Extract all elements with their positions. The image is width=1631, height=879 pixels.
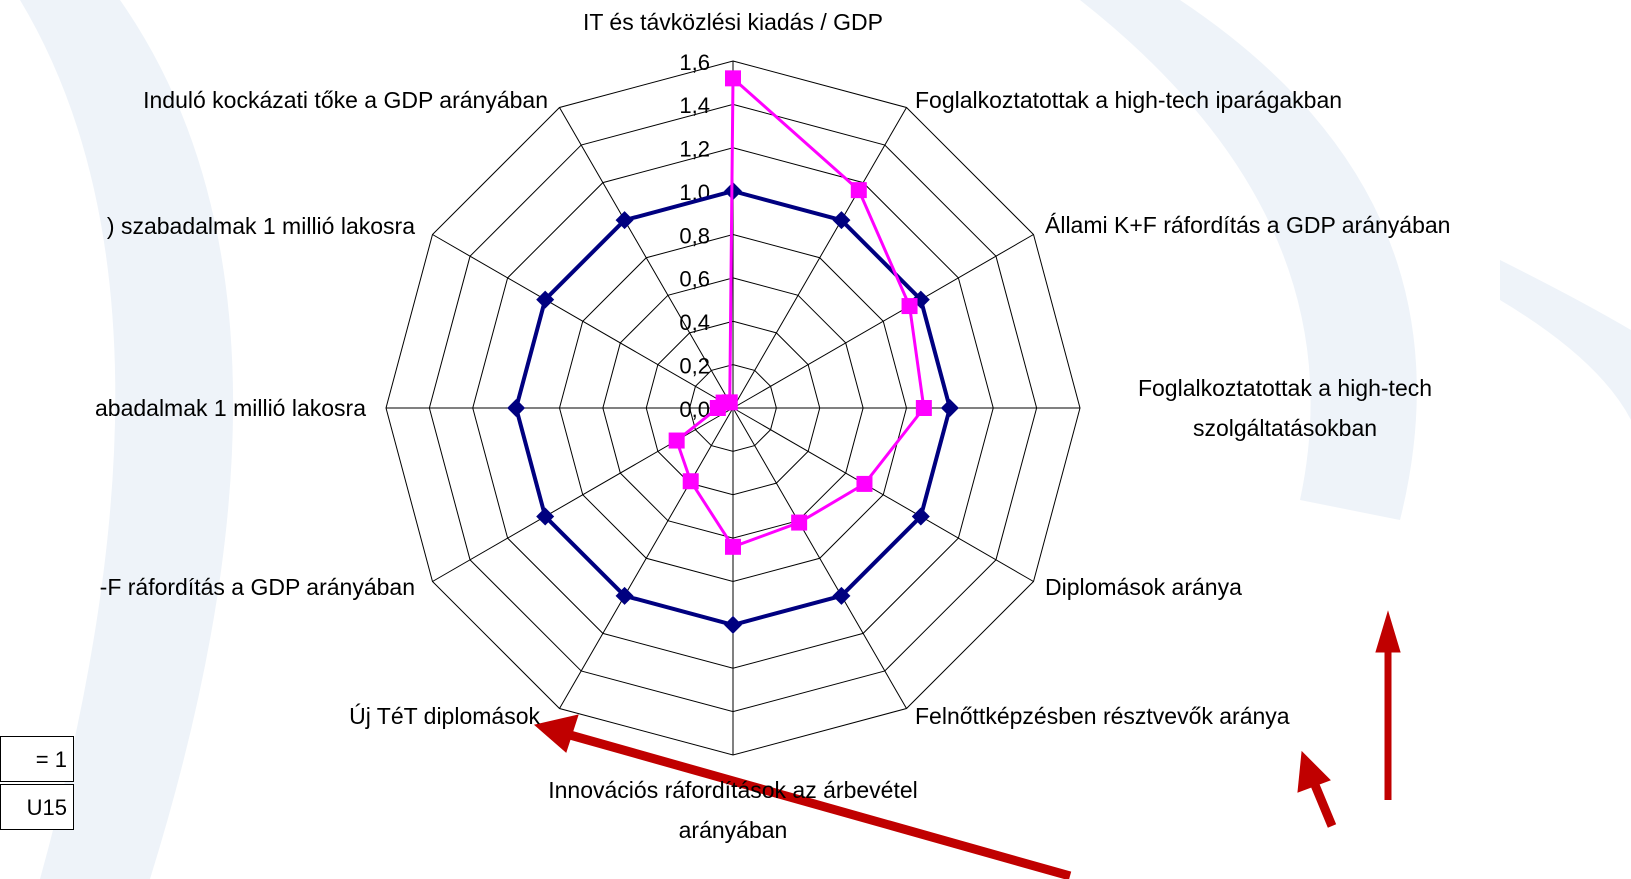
series-line [674, 75, 926, 549]
marker [682, 473, 699, 490]
category-label: Innovációs ráfordítások az árbevétel ará… [548, 777, 918, 843]
category-label: -F ráfordítás a GDP arányában [99, 574, 415, 600]
spoke [559, 407, 734, 709]
plot-area: 0,00,20,40,60,81,01,21,41,6 [385, 50, 1081, 756]
category-label: Állami K+F ráfordítás a GDP arányában [1045, 212, 1451, 238]
marker [940, 399, 959, 417]
category-label: Foglalkoztatottak a high-tech szolgáltat… [1137, 375, 1433, 441]
spoke [732, 107, 907, 409]
marker [725, 70, 741, 87]
marker [911, 507, 930, 526]
marker [850, 182, 867, 199]
marker [832, 211, 851, 230]
tick-label: 0,4 [679, 310, 710, 335]
marker [856, 475, 873, 492]
category-label: Felnőttképzésben résztvevők aránya [915, 703, 1290, 729]
background [20, 0, 1631, 879]
tick-label: 1,2 [679, 137, 710, 162]
marker [615, 211, 634, 230]
marker [721, 394, 738, 411]
category-label: Induló kockázati tőke a GDP arányában [143, 87, 548, 113]
marker [791, 514, 808, 531]
category-label: abadalmak 1 millió lakosra [94, 395, 366, 421]
spoke [732, 234, 1034, 409]
marker [536, 290, 555, 309]
category-label: Új TéT diplomások [349, 703, 540, 729]
marker [725, 538, 741, 555]
marker [915, 400, 932, 416]
category-label: Diplomások aránya [1045, 574, 1242, 600]
tick-label: 0,8 [679, 223, 710, 248]
spoke [432, 234, 734, 409]
marker [901, 298, 918, 315]
legend-entry: U15 [0, 784, 74, 830]
marker [615, 586, 634, 605]
tick-label: 0,6 [679, 267, 710, 292]
marker [832, 586, 851, 605]
annotation-arrows [533, 610, 1401, 879]
tick-label: 1,4 [679, 93, 710, 118]
category-label: Foglalkoztatottak a high-tech iparágakba… [915, 87, 1343, 113]
category-label: ) szabadalmak 1 millió lakosra [106, 213, 415, 239]
category-label: IT és távközlési kiadás / GDP [583, 9, 883, 35]
spoke [732, 407, 907, 709]
tick-label: 0,2 [679, 353, 710, 378]
tick-label: 1,6 [679, 50, 710, 75]
spoke [559, 107, 734, 409]
spoke [732, 407, 1034, 582]
marker [536, 507, 555, 526]
marker [507, 399, 526, 417]
marker [668, 432, 685, 449]
marker [724, 615, 742, 634]
legend-entry: = 1 [0, 736, 74, 782]
